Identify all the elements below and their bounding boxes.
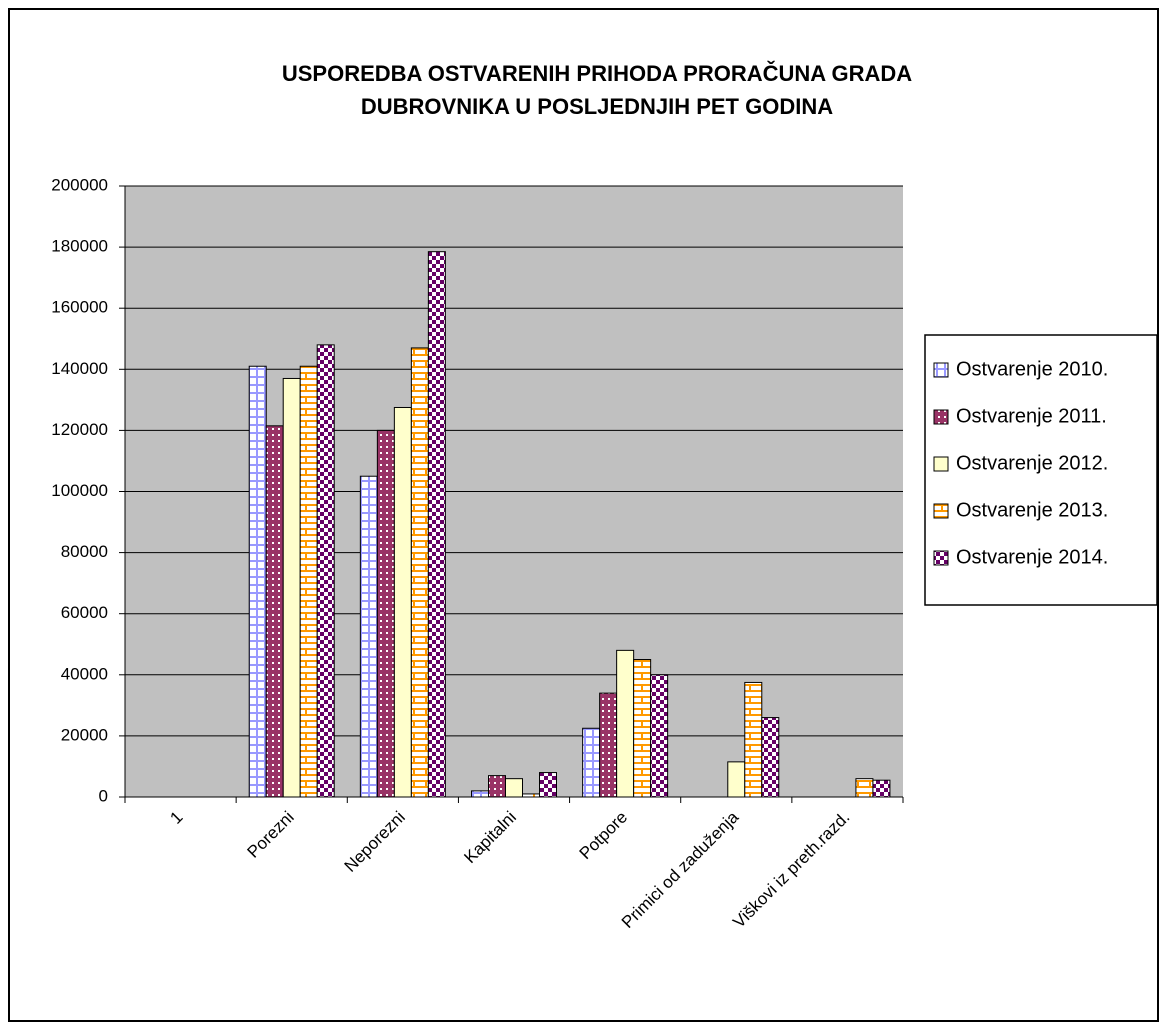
legend-swatch [933,456,949,472]
bar [539,772,557,798]
legend-swatch [933,409,949,425]
y-tick-label: 80000 [61,542,108,561]
legend-swatch [933,362,949,378]
bar [248,365,267,798]
y-tick-label: 140000 [51,359,108,378]
y-tick-label: 200000 [51,175,108,194]
y-tick-label: 120000 [51,420,108,439]
legend-label: Ostvarenje 2014. [956,546,1108,568]
legend-swatch [933,550,949,566]
y-tick-label: 0 [99,786,108,805]
y-tick-label: 60000 [61,603,108,622]
bar [855,778,874,798]
y-tick-label: 20000 [61,725,108,744]
bar [393,406,412,798]
bar [488,775,506,798]
bar [265,425,284,798]
bar [376,429,395,798]
bar [316,344,335,798]
y-tick-label: 180000 [51,237,108,256]
legend-label: Ostvarenje 2011. [956,405,1107,427]
legend-swatch [933,503,949,519]
legend-box [924,334,1158,606]
legend-label: Ostvarenje 2012. [956,452,1108,474]
bar [427,251,446,798]
legend-label: Ostvarenje 2010. [956,358,1108,380]
bar [359,475,378,798]
y-tick-label: 160000 [51,298,108,317]
bar [410,347,429,798]
bar [633,659,652,798]
bar [616,649,635,798]
bar [599,692,618,798]
bar [299,365,318,798]
legend-label: Ostvarenje 2013. [956,499,1108,521]
y-tick-label: 40000 [61,664,108,683]
chart-title: DUBROVNIKA U POSLJEDNJIH PET GODINA [361,94,833,119]
bar [872,779,891,798]
bar [727,761,746,798]
chart-title: USPOREDBA OSTVARENIH PRIHODA PRORAČUNA G… [282,61,912,86]
bar [744,681,763,798]
y-tick-label: 100000 [51,481,108,500]
bar [761,717,780,798]
bar [582,727,601,798]
bar [505,778,523,798]
bar [282,377,301,798]
bar [471,790,489,798]
bar [650,674,669,798]
